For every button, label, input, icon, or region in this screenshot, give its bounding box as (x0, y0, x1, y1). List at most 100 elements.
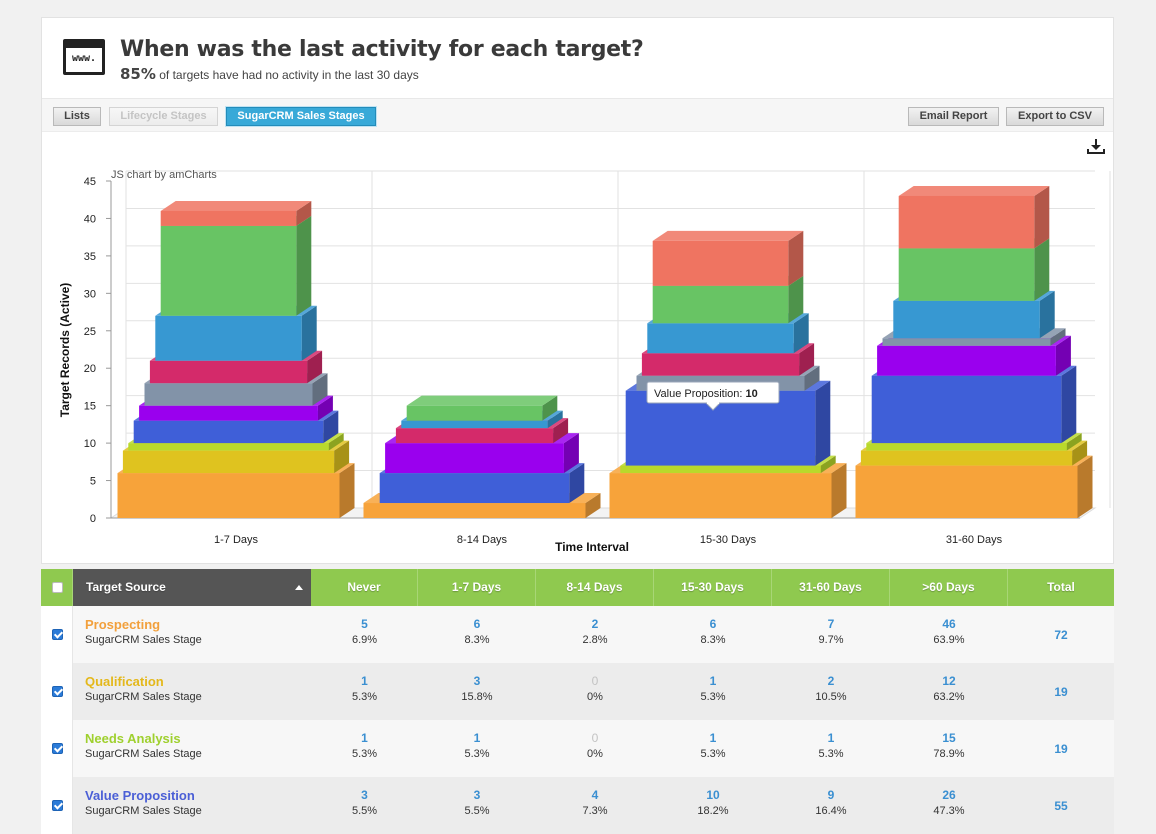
report-header: www. When was the last activity for each… (42, 18, 1113, 98)
count-percentage: 5.5% (351, 805, 378, 817)
download-icon[interactable] (1087, 139, 1105, 154)
chart-tooltip: Value Proposition: 10 (646, 381, 780, 411)
select-all-cell (41, 569, 73, 606)
count-value[interactable]: 5 (361, 617, 368, 631)
target-source-name[interactable]: Qualification (85, 674, 164, 689)
y-tick-label: 10 (84, 438, 96, 450)
bar-segment[interactable] (871, 365, 1077, 444)
count-percentage: 8.3% (700, 634, 726, 646)
target-source-type: SugarCRM Sales Stage (85, 691, 202, 703)
count-percentage: 5.3% (351, 691, 378, 703)
count-value[interactable]: 1 (361, 731, 368, 745)
col-1-7-days[interactable]: 1-7 Days (418, 569, 536, 606)
count-cell: 0 0% (536, 720, 654, 777)
col-never[interactable]: Never (311, 569, 418, 606)
count-value[interactable]: 9 (827, 788, 835, 802)
col-total[interactable]: Total (1008, 569, 1114, 606)
target-source-name[interactable]: Needs Analysis (85, 731, 181, 746)
count-percentage: 7.3% (582, 805, 608, 817)
target-source-name[interactable]: Value Proposition (85, 788, 195, 803)
count-percentage: 5.3% (351, 748, 378, 760)
count-value[interactable]: 46 (942, 617, 956, 631)
col-8-14-days[interactable]: 8-14 Days (536, 569, 654, 606)
count-cell: 1 5.3% (772, 720, 890, 777)
count-percentage: 5.3% (818, 748, 844, 760)
table-row[interactable]: Value Proposition SugarCRM Sales Stage 3 5.… (41, 777, 1114, 834)
y-tick-label: 35 (84, 251, 96, 263)
total-value[interactable]: 55 (1054, 799, 1068, 813)
y-tick-label: 40 (84, 213, 96, 225)
total-value[interactable]: 19 (1054, 742, 1068, 756)
total-value[interactable]: 72 (1054, 628, 1068, 642)
target-source-type: SugarCRM Sales Stage (85, 634, 202, 646)
bar-segment[interactable] (652, 230, 804, 286)
email-report-button[interactable]: Email Report (908, 107, 999, 126)
count-value[interactable]: 2 (591, 617, 599, 631)
bar-segment[interactable] (160, 215, 312, 316)
table-row[interactable]: Needs Analysis SugarCRM Sales Stage 1 5.3% 1… (41, 720, 1114, 777)
count-value[interactable]: 10 (706, 788, 720, 802)
x-tick-label: 8-14 Days (457, 534, 508, 546)
count-value[interactable]: 2 (827, 674, 835, 688)
row-checkbox[interactable] (52, 743, 63, 754)
row-checkbox[interactable] (52, 800, 63, 811)
tab-sugarcrm-sales-stages[interactable]: SugarCRM Sales Stages (226, 107, 376, 126)
count-percentage: 0% (587, 691, 603, 703)
total-value[interactable]: 19 (1054, 685, 1068, 699)
col-15-30-days[interactable]: 15-30 Days (654, 569, 772, 606)
count-value[interactable]: 1 (473, 731, 481, 745)
count-value[interactable]: 1 (709, 674, 717, 688)
target-source-name[interactable]: Prospecting (85, 617, 161, 632)
row-checkbox[interactable] (52, 629, 63, 640)
table-row[interactable]: Qualification SugarCRM Sales Stage 1 5.3% 3 1… (41, 663, 1114, 720)
sort-ascending-icon (295, 585, 303, 590)
count-value[interactable]: 1 (827, 731, 835, 745)
y-tick-label: 45 (84, 176, 96, 188)
count-value[interactable]: 26 (942, 788, 956, 802)
browser-window-icon: www. (63, 39, 105, 75)
bar-segment[interactable] (855, 455, 1093, 518)
count-cell: 2 2.8% (536, 606, 654, 663)
bar-segment[interactable] (160, 200, 312, 226)
count-value[interactable]: 15 (942, 731, 956, 745)
col-31-60-days[interactable]: 31-60 Days (772, 569, 890, 606)
count-cell: 1 5.3% (311, 720, 418, 777)
target-source-type: SugarCRM Sales Stage (85, 805, 202, 817)
tab-lists[interactable]: Lists (53, 107, 101, 126)
chart-credit[interactable]: JS chart by amCharts (111, 169, 217, 181)
select-all-checkbox[interactable] (52, 582, 63, 593)
count-value[interactable]: 12 (942, 674, 956, 688)
row-checkbox[interactable] (52, 686, 63, 697)
count-percentage: 47.3% (933, 805, 965, 817)
count-value[interactable]: 4 (591, 788, 599, 802)
y-tick-label: 25 (84, 326, 96, 338)
bar-segment[interactable] (898, 185, 1050, 249)
col-target-source-label: Target Source (86, 580, 166, 594)
count-value[interactable]: 6 (473, 617, 481, 631)
count-value[interactable]: 1 (361, 674, 368, 688)
count-value[interactable]: 6 (709, 617, 717, 631)
tab-lifecycle-stages[interactable]: Lifecycle Stages (109, 107, 218, 126)
col-over-60-days[interactable]: >60 Days (890, 569, 1008, 606)
count-percentage: 6.9% (351, 634, 378, 646)
count-cell: 5 6.9% (311, 606, 418, 663)
table-row[interactable]: Prospecting SugarCRM Sales Stage 5 6.9% 6 8.3… (41, 606, 1114, 663)
count-percentage: 5.5% (464, 805, 490, 817)
col-target-source[interactable]: Target Source (73, 569, 311, 606)
count-value[interactable]: 7 (827, 617, 835, 631)
count-value[interactable]: 3 (361, 788, 368, 802)
count-value[interactable]: 1 (709, 731, 717, 745)
count-value[interactable]: 3 (473, 788, 481, 802)
count-cell: 10 18.2% (654, 777, 772, 834)
count-cell: 3 5.5% (418, 777, 536, 834)
x-axis-title: Time Interval (555, 540, 629, 554)
count-cell: 1 5.3% (418, 720, 536, 777)
subtitle-text: of targets have had no activity in the l… (159, 68, 419, 82)
export-csv-button[interactable]: Export to CSV (1006, 107, 1104, 126)
bar-segment[interactable] (406, 395, 558, 421)
count-value[interactable]: 3 (473, 674, 481, 688)
y-tick-label: 0 (90, 513, 96, 525)
count-cell: 26 47.3% (890, 777, 1008, 834)
count-cell: 2 10.5% (772, 663, 890, 720)
total-cell: 72 (1008, 606, 1114, 663)
